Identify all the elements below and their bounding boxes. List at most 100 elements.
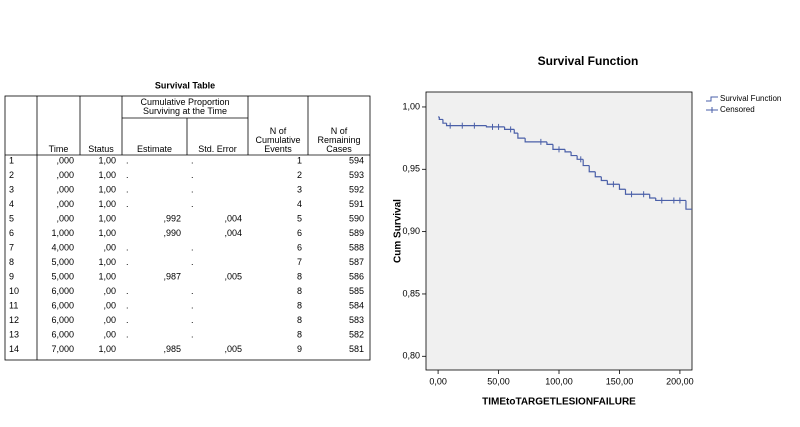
table-cell: ,000: [56, 155, 74, 165]
table-cell: 8: [297, 286, 302, 296]
table-cell: 8: [297, 315, 302, 325]
survival-step: [517, 133, 526, 139]
column-header: N of Remaining Cases: [317, 126, 360, 154]
table-cell: .: [191, 315, 194, 325]
table-cell: 4: [297, 199, 302, 209]
table-cell: 592: [349, 184, 364, 194]
survival-step: [445, 123, 487, 127]
column-header: Time: [49, 144, 69, 154]
table-cell: 7: [9, 242, 14, 252]
table-cell: 1,000: [51, 228, 74, 238]
table-cell: ,000: [56, 170, 74, 180]
table-cell: 6,000: [51, 329, 74, 339]
table-cell: 1: [297, 155, 302, 165]
table-cell: ,000: [56, 213, 74, 223]
table-cell: 589: [349, 228, 364, 238]
survival-step: [552, 144, 566, 150]
table-cell: ,000: [56, 184, 74, 194]
table-cell: 1,00: [98, 228, 116, 238]
table-cell: .: [191, 184, 194, 194]
table-cell: 6: [9, 228, 14, 238]
table-cell: 4: [9, 199, 14, 209]
y-tick-label: 0,80: [402, 351, 420, 361]
survival-table: [4, 95, 371, 361]
table-cell: 590: [349, 213, 364, 223]
table-cell: 591: [349, 199, 364, 209]
table-cell: .: [191, 329, 194, 339]
chart-title: Survival Function: [538, 54, 639, 68]
survival-step: [649, 194, 656, 199]
survival-step: [546, 141, 553, 145]
table-cell: 6,000: [51, 315, 74, 325]
table-cell: 1,00: [98, 184, 116, 194]
table-cell: ,00: [103, 300, 116, 310]
table-cell: 7: [297, 257, 302, 267]
survival-step: [624, 189, 650, 195]
table-cell: 581: [349, 344, 364, 354]
survival-step: [564, 149, 572, 153]
table-cell: 3: [9, 184, 14, 194]
table-cell: .: [126, 315, 129, 325]
table-cell: .: [191, 286, 194, 296]
table-border: [4, 95, 371, 361]
table-cell: .: [126, 257, 129, 267]
x-tick-label: 200,00: [666, 376, 694, 386]
table-cell: ,00: [103, 315, 116, 325]
table-cell: 8: [297, 271, 302, 281]
table-cell: .: [126, 329, 129, 339]
table-cell: 1,00: [98, 170, 116, 180]
x-tick-label: 100,00: [545, 376, 573, 386]
table-cell: ,992: [163, 213, 181, 223]
column-header: N of Cumulative Events: [255, 126, 300, 154]
legend-swatch: [706, 107, 718, 113]
survival-step: [618, 184, 626, 190]
table-cell: 1,00: [98, 344, 116, 354]
table-cell: 585: [349, 286, 364, 296]
table-cell: 5,000: [51, 257, 74, 267]
column-header: Status: [88, 144, 114, 154]
survival-step: [588, 165, 596, 173]
table-cell: ,000: [56, 199, 74, 209]
table-cell: ,004: [224, 213, 242, 223]
table-cell: ,985: [163, 344, 181, 354]
table-cell: 10: [9, 286, 19, 296]
survival-step: [606, 180, 620, 185]
y-tick-label: 0,90: [402, 226, 420, 236]
table-cell: 1,00: [98, 257, 116, 267]
table-cell: 5: [9, 213, 14, 223]
table-cell: 2: [297, 170, 302, 180]
table-cell: 3: [297, 184, 302, 194]
x-tick-label: 0,00: [429, 376, 447, 386]
table-cell: ,005: [224, 344, 242, 354]
table-cell: .: [191, 242, 194, 252]
table-title: Survival Table: [155, 80, 215, 90]
table-cell: .: [191, 155, 194, 165]
table-cell: ,00: [103, 286, 116, 296]
table-cell: ,987: [163, 271, 181, 281]
table-cell: .: [191, 257, 194, 267]
survival-step: [594, 171, 602, 178]
table-cell: .: [126, 242, 129, 252]
table-cell: 1,00: [98, 271, 116, 281]
x-axis-label: TIMEtoTARGETLESIONFAILURE: [482, 397, 636, 408]
survival-step: [524, 138, 547, 143]
table-cell: 586: [349, 271, 364, 281]
column-header: Cumulative Proportion Surviving at the Ti…: [140, 97, 229, 116]
table-cell: 12: [9, 315, 19, 325]
table-cell: 6,000: [51, 300, 74, 310]
column-header: Estimate: [137, 144, 172, 154]
legend-label: Survival Function: [720, 94, 781, 103]
table-cell: .: [126, 170, 129, 180]
column-header: Std. Error: [198, 144, 237, 154]
table-cell: 1,00: [98, 199, 116, 209]
table-cell: .: [126, 286, 129, 296]
table-cell: 6: [297, 228, 302, 238]
x-tick-label: 50,00: [487, 376, 510, 386]
table-cell: 8: [297, 329, 302, 339]
table-cell: 9: [297, 344, 302, 354]
table-cell: 2: [9, 170, 14, 180]
table-cell: 6,000: [51, 286, 74, 296]
table-cell: .: [126, 300, 129, 310]
table-cell: ,004: [224, 228, 242, 238]
